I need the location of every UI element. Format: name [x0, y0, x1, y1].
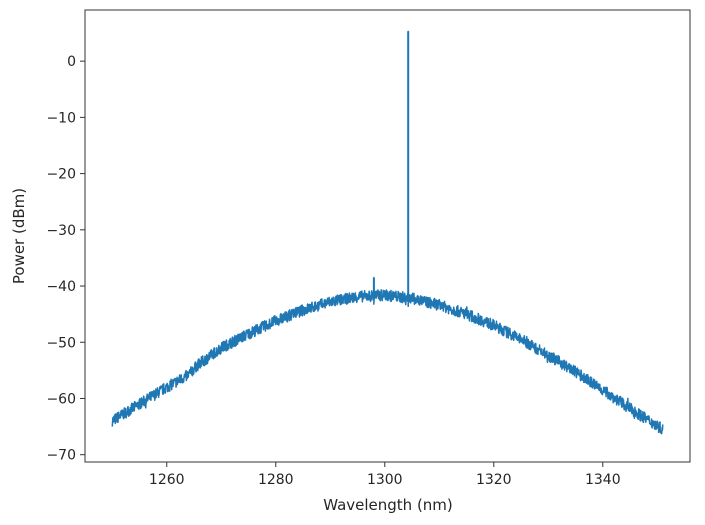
y-tick-label: −50 [46, 335, 76, 351]
y-tick-label: −30 [46, 223, 76, 239]
y-tick-label: −40 [46, 279, 76, 295]
plot-frame [84, 9, 691, 463]
spectrum-line [111, 30, 664, 435]
x-tick-label: 1340 [585, 472, 621, 488]
x-tick-label: 1280 [258, 472, 294, 488]
y-tick-label: 0 [67, 54, 76, 70]
y-axis-label: Power (dBm) [10, 188, 28, 284]
y-tick-label: −20 [46, 167, 76, 183]
x-tick-label: 1260 [149, 472, 185, 488]
y-tick-label: −60 [46, 391, 76, 407]
x-tick-label: 1300 [367, 472, 403, 488]
y-tick-label: −10 [46, 110, 76, 126]
x-tick-label: 1320 [476, 472, 512, 488]
x-axis-label: Wavelength (nm) [323, 496, 453, 514]
y-tick-label: −70 [46, 448, 76, 464]
